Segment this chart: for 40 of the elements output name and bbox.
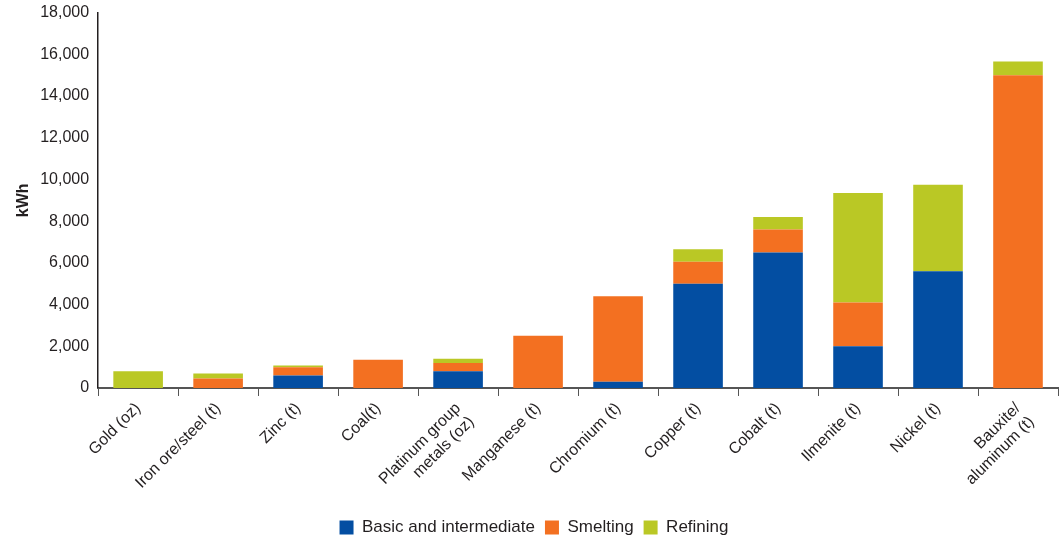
- bar: [673, 283, 723, 388]
- bar: [513, 335, 563, 388]
- bar: [673, 261, 723, 284]
- bar: [833, 193, 883, 303]
- x-tick-label: Zinc (t): [256, 399, 304, 447]
- y-tick-label: 4,000: [49, 294, 90, 312]
- legend-label: Smelting: [567, 517, 634, 537]
- bar: [673, 249, 723, 262]
- bar: [193, 373, 243, 379]
- bar: [593, 296, 643, 382]
- y-tick-label: 8,000: [49, 211, 90, 229]
- y-tick-label: 16,000: [40, 44, 90, 62]
- bar: [833, 346, 883, 388]
- bar: [753, 252, 803, 388]
- bar: [353, 359, 403, 388]
- legend-label: Basic and intermediate: [362, 517, 535, 537]
- y-tick-label: 14,000: [40, 86, 90, 104]
- bar: [993, 75, 1043, 388]
- y-axis-title: kWh: [14, 183, 32, 218]
- y-tick-label: 12,000: [40, 128, 90, 146]
- bar: [273, 375, 323, 388]
- bar: [753, 216, 803, 230]
- y-tick-label: 2,000: [49, 336, 90, 354]
- y-tick-label: 6,000: [49, 253, 90, 271]
- bar: [593, 381, 643, 388]
- bar: [913, 184, 963, 272]
- legend-label: Refining: [666, 517, 729, 537]
- bar: [433, 362, 483, 372]
- bar: [913, 271, 963, 388]
- bar: [273, 367, 323, 376]
- bar: [433, 358, 483, 363]
- bar: [753, 229, 803, 253]
- bar: [833, 302, 883, 347]
- y-tick-label: 0: [80, 378, 90, 396]
- bar: [433, 371, 483, 388]
- bar: [113, 371, 163, 388]
- y-tick-label: 18,000: [40, 3, 90, 21]
- y-tick-label: 10,000: [40, 169, 90, 187]
- bar: [193, 378, 243, 388]
- bar: [993, 61, 1043, 76]
